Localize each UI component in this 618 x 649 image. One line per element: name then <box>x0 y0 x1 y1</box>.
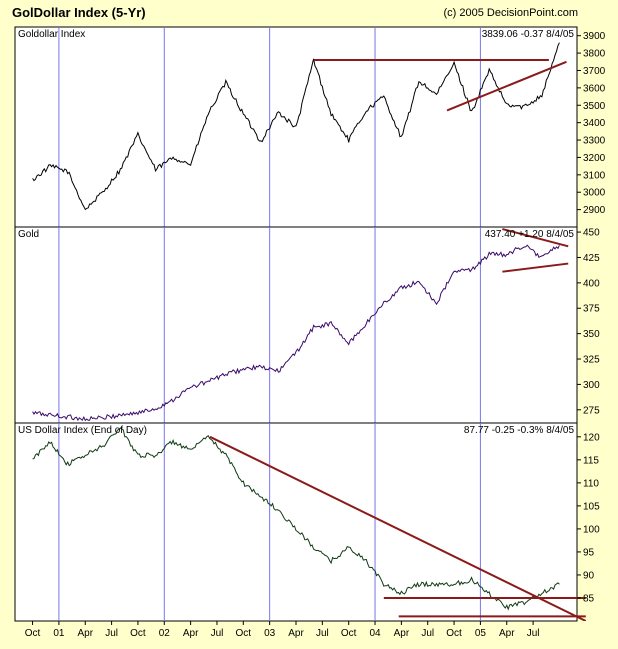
y-tick-label: 3700 <box>583 66 606 77</box>
plot-area <box>14 422 578 622</box>
y-tick-label: 3000 <box>583 188 606 199</box>
y-tick-label: 3100 <box>583 170 606 181</box>
x-tick-label: Oct <box>446 628 462 639</box>
panel-readout: 3839.06 -0.37 8/4/05 <box>482 29 575 40</box>
trendline <box>502 262 569 273</box>
x-tick-label: Jul <box>211 628 224 639</box>
y-tick-label: 100 <box>583 524 600 535</box>
x-tick-label: Jul <box>421 628 434 639</box>
plot-area <box>14 26 578 228</box>
x-tick-label: Jul <box>316 628 329 639</box>
y-tick-label: 375 <box>583 304 600 315</box>
panel-title: Goldollar Index <box>18 29 85 40</box>
x-tick-label: Apr <box>499 628 515 639</box>
x-tick-label: Oct <box>25 628 41 639</box>
trendline-group <box>502 228 569 273</box>
panel-title: Gold <box>18 229 39 240</box>
y-tick-label: 3900 <box>583 31 606 42</box>
y-tick-label: 3500 <box>583 101 606 112</box>
y-tick-label: 90 <box>583 570 595 581</box>
x-tick-label: Apr <box>183 628 199 639</box>
y-tick-label: 3200 <box>583 153 606 164</box>
y-tick-label: 115 <box>583 455 599 466</box>
x-tick-label: Jul <box>105 628 118 639</box>
y-tick-label: 425 <box>583 253 600 264</box>
panel-readout: 87.77 -0.25 -0.3% 8/4/05 <box>464 425 575 436</box>
trendline-group <box>313 59 567 112</box>
x-tick-label: Apr <box>394 628 410 639</box>
y-tick-label: 450 <box>583 228 600 239</box>
x-tick-label: 05 <box>475 628 487 639</box>
y-tick-label: 325 <box>583 355 600 366</box>
chart-credit: (c) 2005 DecisionPoint.com <box>443 7 578 19</box>
panel-3: 85 90 95 100 105 110 115 120 US Dollar Index (En… <box>14 422 600 622</box>
x-axis: Oct 01 Apr Jul Oct 02 Apr Jul Oct 03 Apr Jul Oct 04 Ap… <box>25 621 540 639</box>
y-tick-label: 400 <box>583 278 600 289</box>
y-tick-label: 3300 <box>583 136 606 147</box>
trendline <box>209 435 587 621</box>
x-tick-label: Oct <box>130 628 146 639</box>
x-tick-label: 01 <box>53 628 65 639</box>
x-tick-label: 04 <box>369 628 381 639</box>
panel-title: US Dollar Index (End of Day) <box>18 425 147 436</box>
panel-1: 2900 3000 3100 3200 3300 3400 3500 3600 3700 3800… <box>14 26 606 228</box>
y-tick-label: 3800 <box>583 49 606 60</box>
trendline <box>446 60 567 112</box>
x-tick-label: Oct <box>236 628 252 639</box>
x-tick-label: Apr <box>288 628 304 639</box>
y-tick-label: 3400 <box>583 118 606 129</box>
x-tick-label: Oct <box>341 628 357 639</box>
x-tick-label: 03 <box>264 628 276 639</box>
y-tick-label: 3600 <box>583 83 606 94</box>
y-tick-label: 110 <box>583 478 599 489</box>
chart-title: GolDollar Index (5-Yr) <box>12 5 146 20</box>
panel-2: 275 300 325 350 375 400 425 450 Gold 437.40 +1.20… <box>14 226 600 424</box>
y-tick-label: 275 <box>583 405 600 416</box>
x-tick-label: Apr <box>77 628 93 639</box>
trendline <box>502 228 569 248</box>
x-tick-label: Jul <box>527 628 540 639</box>
trendline-group <box>209 435 587 621</box>
series-line <box>32 42 560 211</box>
y-tick-label: 105 <box>583 501 600 512</box>
y-tick-label: 85 <box>583 593 595 604</box>
y-tick-label: 2900 <box>583 205 606 216</box>
plot-area <box>14 226 578 424</box>
panel-readout: 437.40 +1.20 8/4/05 <box>485 229 575 240</box>
y-tick-label: 95 <box>583 547 595 558</box>
series-line <box>32 427 560 611</box>
y-tick-label: 300 <box>583 380 600 391</box>
x-tick-label: 02 <box>159 628 171 639</box>
y-tick-label: 350 <box>583 329 600 340</box>
series-line <box>32 244 560 422</box>
y-tick-label: 120 <box>583 432 600 443</box>
